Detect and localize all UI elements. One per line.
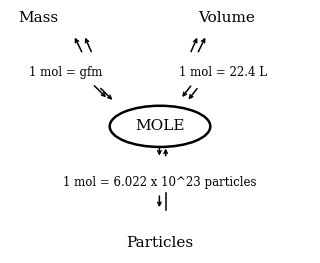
Text: 1 mol = 22.4 L: 1 mol = 22.4 L — [179, 66, 267, 79]
Text: Mass: Mass — [19, 11, 59, 24]
Text: 1 mol = gfm: 1 mol = gfm — [29, 66, 102, 79]
Text: Volume: Volume — [198, 11, 255, 24]
Text: Particles: Particles — [126, 236, 194, 250]
Text: MOLE: MOLE — [135, 119, 185, 133]
Text: 1 mol = 6.022 x 10^23 particles: 1 mol = 6.022 x 10^23 particles — [63, 176, 257, 189]
Ellipse shape — [110, 106, 210, 147]
